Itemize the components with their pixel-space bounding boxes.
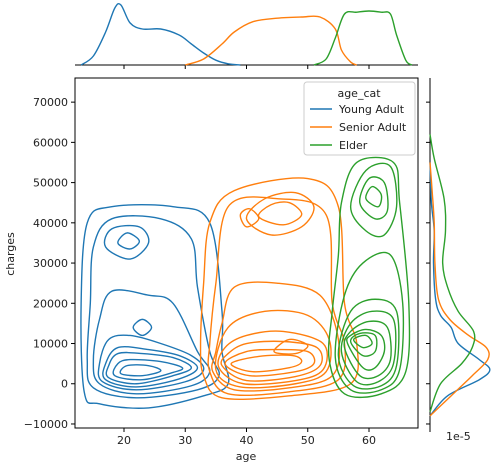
y-marginal-kde-elder <box>429 134 476 413</box>
kde-contour-young-adult-3 <box>97 334 205 391</box>
x-tick-label: 30 <box>178 434 192 447</box>
x-marginal-kde-elder <box>313 10 413 66</box>
kde-contour-elder-1 <box>334 251 405 394</box>
y-tick-label: 0 <box>61 378 68 391</box>
y-marginal-panel <box>426 78 491 432</box>
kde-contour-elder-0 <box>327 156 411 399</box>
kde-contour-senior-adult-7 <box>230 354 303 373</box>
kde-contour-elder-3 <box>340 310 397 386</box>
kde-contour-young-adult-0 <box>80 204 230 409</box>
kde-contour-elder-9 <box>359 176 389 220</box>
x-tick-label: 50 <box>301 434 315 447</box>
x-axis-title: age <box>236 450 257 463</box>
y-tick-label: 40000 <box>33 217 68 230</box>
y-tick-label: 50000 <box>33 177 68 190</box>
kde-contour-elder-6 <box>349 332 378 357</box>
kde-contour-senior-adult-10 <box>257 201 303 226</box>
y-tick-label: −10000 <box>24 418 68 431</box>
kde-contour-elder-4 <box>343 320 392 380</box>
y-marginal-offset-label: 1e-5 <box>446 430 471 443</box>
kde-contour-young-adult-10 <box>132 318 153 337</box>
kde-contour-senior-adult-2 <box>211 281 341 392</box>
y-tick-label: 30000 <box>33 257 68 270</box>
legend-title: age_cat <box>337 87 381 100</box>
kde-contour-senior-adult-4 <box>217 330 328 386</box>
legend-label: Young Adult <box>338 103 405 116</box>
legend-label: Senior Adult <box>339 121 407 134</box>
kde-contour-elder-7 <box>352 334 373 349</box>
kde-contour-senior-adult-6 <box>224 348 316 377</box>
y-tick-label: 20000 <box>33 297 68 310</box>
kde-contour-elder-2 <box>337 298 400 390</box>
kde-contour-senior-adult-5 <box>220 340 323 382</box>
y-tick-label: 10000 <box>33 338 68 351</box>
joint-plot-panel: 20 30 40 50 60 −10000 0 10000 20000 30000 40000 500… <box>24 77 419 447</box>
kde-contour-elder-8 <box>349 162 398 238</box>
kde-contour-senior-adult-9 <box>245 191 315 236</box>
kde-contour-young-adult-6 <box>112 358 184 381</box>
kde-contour-senior-adult-8 <box>239 207 260 228</box>
y-tick-label: 70000 <box>33 96 68 109</box>
x-tick-label: 40 <box>240 434 254 447</box>
kde-contour-elder-10 <box>365 185 383 208</box>
y-axis-title: charges <box>4 232 17 276</box>
x-tick-label: 60 <box>362 434 376 447</box>
kde-contour-young-adult-8 <box>103 224 150 260</box>
kde-contour-young-adult-1 <box>86 215 220 399</box>
kde-contour-young-adult-9 <box>117 232 141 250</box>
x-marginal-kde-young-adult <box>80 2 241 66</box>
legend-label: Elder <box>339 139 368 152</box>
contour-layer <box>80 156 411 409</box>
kde-contour-young-adult-4 <box>102 345 199 388</box>
x-marginal-panel <box>75 2 418 69</box>
kde-contour-young-adult-2 <box>92 289 211 395</box>
y-tick-label: 60000 <box>33 136 68 149</box>
x-marginal-kde-senior-adult <box>185 15 358 66</box>
kde-contour-senior-adult-1 <box>207 196 347 396</box>
kde-contour-senior-adult-11 <box>273 338 309 355</box>
legend: age_cat Young Adult Senior Adult Elder <box>303 81 416 156</box>
kde-contour-senior-adult-0 <box>199 177 359 401</box>
x-tick-label: 20 <box>117 434 131 447</box>
y-marginal-kde-senior-adult <box>429 162 490 417</box>
kde-contour-young-adult-7 <box>119 364 162 377</box>
legend-frame <box>303 81 416 156</box>
kde-contour-young-adult-5 <box>105 351 193 385</box>
kde-contour-elder-5 <box>346 328 386 371</box>
